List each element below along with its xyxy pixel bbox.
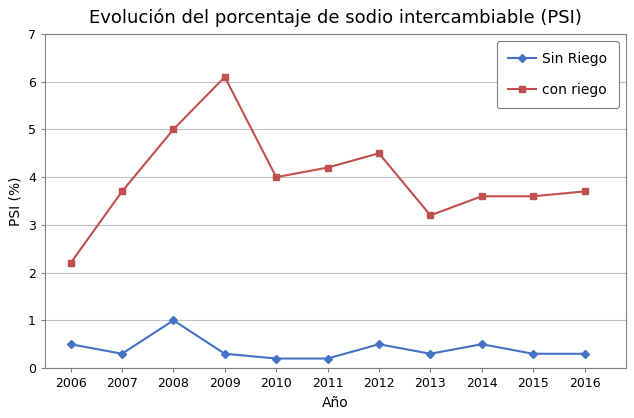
Sin Riego <box>170 318 178 323</box>
Sin Riego <box>529 351 537 356</box>
Line: Sin Riego: Sin Riego <box>68 318 587 361</box>
Sin Riego <box>324 356 332 361</box>
Y-axis label: PSI (%): PSI (%) <box>8 176 22 226</box>
con riego <box>273 175 280 180</box>
Sin Riego <box>427 351 434 356</box>
Sin Riego <box>581 351 588 356</box>
X-axis label: Año: Año <box>322 396 349 410</box>
con riego <box>581 189 588 194</box>
Sin Riego <box>221 351 229 356</box>
Sin Riego <box>118 351 126 356</box>
Sin Riego <box>375 342 383 347</box>
con riego <box>67 260 74 265</box>
Sin Riego <box>273 356 280 361</box>
con riego <box>221 74 229 79</box>
Sin Riego <box>478 342 486 347</box>
con riego <box>427 213 434 218</box>
con riego <box>118 189 126 194</box>
Title: Evolución del porcentaje de sodio intercambiable (PSI): Evolución del porcentaje de sodio interc… <box>89 8 582 27</box>
con riego <box>170 127 178 132</box>
con riego <box>478 194 486 199</box>
Sin Riego <box>67 342 74 347</box>
con riego <box>324 165 332 170</box>
Legend: Sin Riego, con riego: Sin Riego, con riego <box>496 41 619 108</box>
con riego <box>529 194 537 199</box>
Line: con riego: con riego <box>68 74 587 266</box>
con riego <box>375 151 383 156</box>
